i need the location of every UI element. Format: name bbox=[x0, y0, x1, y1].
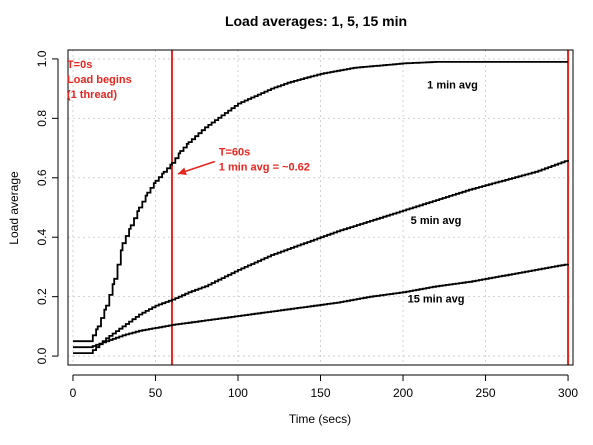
x-axis-label: Time (secs) bbox=[289, 412, 351, 426]
series-label: 15 min avg bbox=[408, 294, 465, 306]
grid bbox=[68, 50, 573, 365]
y-tick-label: 0.2 bbox=[35, 288, 49, 305]
y-tick-label: 0.8 bbox=[35, 110, 49, 127]
x-tick-label: 300 bbox=[558, 386, 578, 400]
series-line-2 bbox=[73, 160, 569, 354]
y-tick-label: 0.4 bbox=[35, 229, 49, 246]
x-tick-label: 0 bbox=[70, 386, 77, 400]
annotations: T=0s Load begins (1 thread) T=60s 1 min avg … bbox=[67, 59, 310, 176]
series-label: 1 min avg bbox=[427, 80, 478, 92]
annotation-arrowhead bbox=[178, 167, 187, 176]
y-tick-label: 0.6 bbox=[35, 169, 49, 186]
series-line-3 bbox=[73, 263, 569, 349]
plot-frame bbox=[67, 49, 574, 366]
marker-lines bbox=[170, 50, 570, 365]
annotation-text: T=60s 1 min avg = ~0.62 bbox=[219, 146, 310, 173]
series-line-1 bbox=[73, 61, 568, 343]
y-tick-label: 1.0 bbox=[35, 50, 49, 67]
series-lines bbox=[73, 61, 569, 354]
x-tick-label: 250 bbox=[476, 386, 496, 400]
annotation-line: Load begins bbox=[67, 74, 132, 86]
annotation-line: 1 min avg = ~0.62 bbox=[219, 161, 310, 173]
annotation-line: T=0s bbox=[67, 59, 92, 71]
x-tick-label: 50 bbox=[149, 386, 163, 400]
x-tick-label: 100 bbox=[228, 386, 248, 400]
y-axis-label: Load average bbox=[7, 171, 21, 245]
x-tick-label: 150 bbox=[310, 386, 330, 400]
annotation-text: T=0s Load begins (1 thread) bbox=[67, 59, 132, 101]
x-tick-label: 200 bbox=[393, 386, 413, 400]
annotation-line: T=60s bbox=[219, 146, 251, 158]
series-label: 5 min avg bbox=[411, 215, 462, 227]
y-tick-label: 0.0 bbox=[35, 347, 49, 364]
axes: 0 50 100 150 200 250 300 0.0 0.2 0.4 0.6 0.8 1.0 bbox=[35, 50, 578, 400]
series-labels: 1 min avg 5 min avg 15 min avg bbox=[408, 80, 478, 306]
chart-title: Load averages: 1, 5, 15 min bbox=[225, 13, 407, 29]
annotation-line: (1 thread) bbox=[67, 89, 117, 101]
